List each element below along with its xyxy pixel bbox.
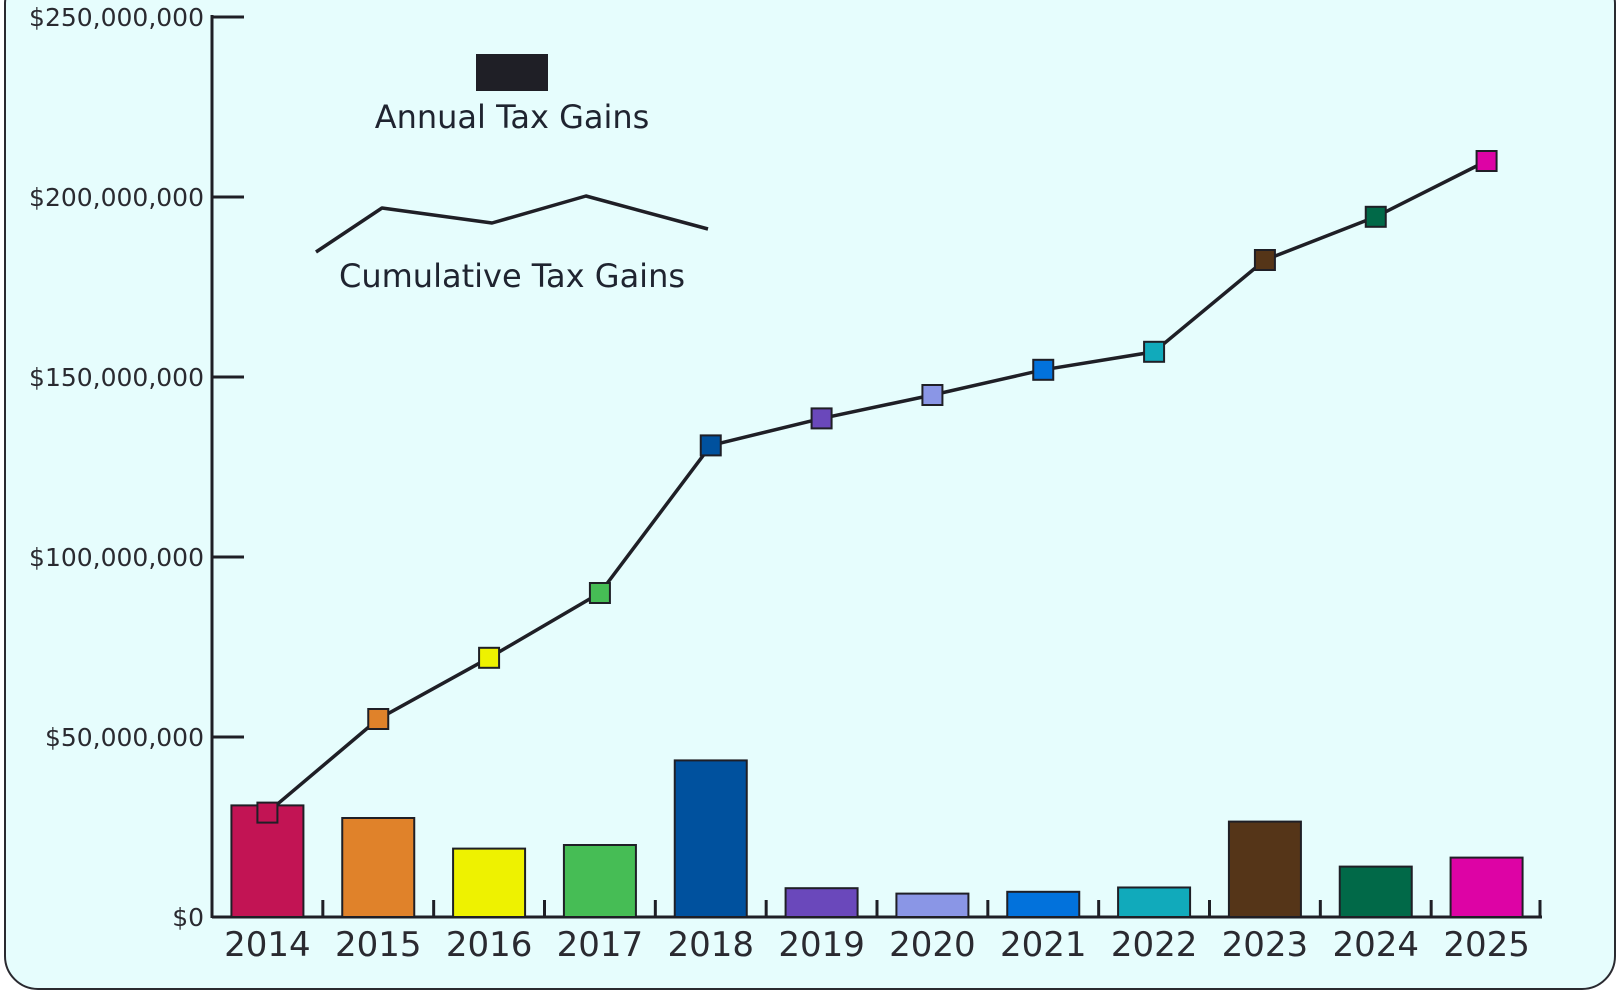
x-tick-label: 2019 [778, 925, 865, 965]
cumulative-marker-2017 [588, 582, 611, 604]
bar-2025 [1449, 856, 1524, 918]
cumulative-marker-2023 [1253, 249, 1276, 271]
cumulative-marker-2020 [921, 384, 944, 406]
y-tick-label: $50,000,000 [45, 723, 204, 752]
bar-2022 [1117, 886, 1192, 918]
y-tick-label: $200,000,000 [29, 183, 204, 212]
bar-2023 [1227, 820, 1302, 918]
x-tick-label: 2018 [667, 925, 754, 965]
legend-line-swatch [315, 194, 709, 254]
bar-2015 [341, 817, 416, 918]
cumulative-marker-2015 [367, 708, 390, 730]
x-tick-label: 2021 [1000, 925, 1087, 965]
cumulative-marker-2016 [478, 646, 501, 669]
legend-bar-swatch [476, 54, 548, 91]
x-tick-label: 2025 [1443, 925, 1530, 965]
cumulative-marker-2014 [256, 801, 279, 824]
bar-2020 [895, 892, 970, 918]
x-tick-label: 2015 [335, 925, 422, 965]
bar-2016 [452, 847, 527, 918]
bar-2019 [784, 887, 859, 919]
cumulative-line [266, 159, 1488, 814]
x-tick-label: 2017 [557, 925, 644, 965]
y-tick-label: $250,000,000 [29, 3, 204, 32]
x-tick-label: 2016 [446, 925, 533, 965]
legend-label-annual: Annual Tax Gains [375, 98, 650, 136]
x-tick-label: 2023 [1222, 925, 1309, 965]
bar-2018 [673, 759, 748, 919]
x-tick-label: 2020 [889, 925, 976, 965]
x-tick-label: 2022 [1111, 925, 1198, 965]
cumulative-marker-2024 [1364, 205, 1387, 228]
bar-2021 [1006, 890, 1081, 918]
x-tick-label: 2024 [1332, 925, 1419, 965]
cumulative-marker-2018 [699, 434, 722, 457]
bar-2024 [1338, 865, 1413, 918]
y-tick-label: $150,000,000 [29, 363, 204, 392]
cumulative-marker-2019 [810, 407, 833, 430]
cumulative-marker-2022 [1143, 340, 1166, 363]
cumulative-marker-2021 [1032, 358, 1055, 381]
y-tick-label: $0 [172, 903, 204, 932]
bar-2014 [230, 804, 305, 919]
x-tick-label: 2014 [224, 925, 311, 965]
bar-2017 [562, 844, 637, 918]
legend-label-cumulative: Cumulative Tax Gains [339, 257, 685, 295]
cumulative-marker-2025 [1475, 150, 1498, 172]
y-tick-label: $100,000,000 [29, 543, 204, 572]
